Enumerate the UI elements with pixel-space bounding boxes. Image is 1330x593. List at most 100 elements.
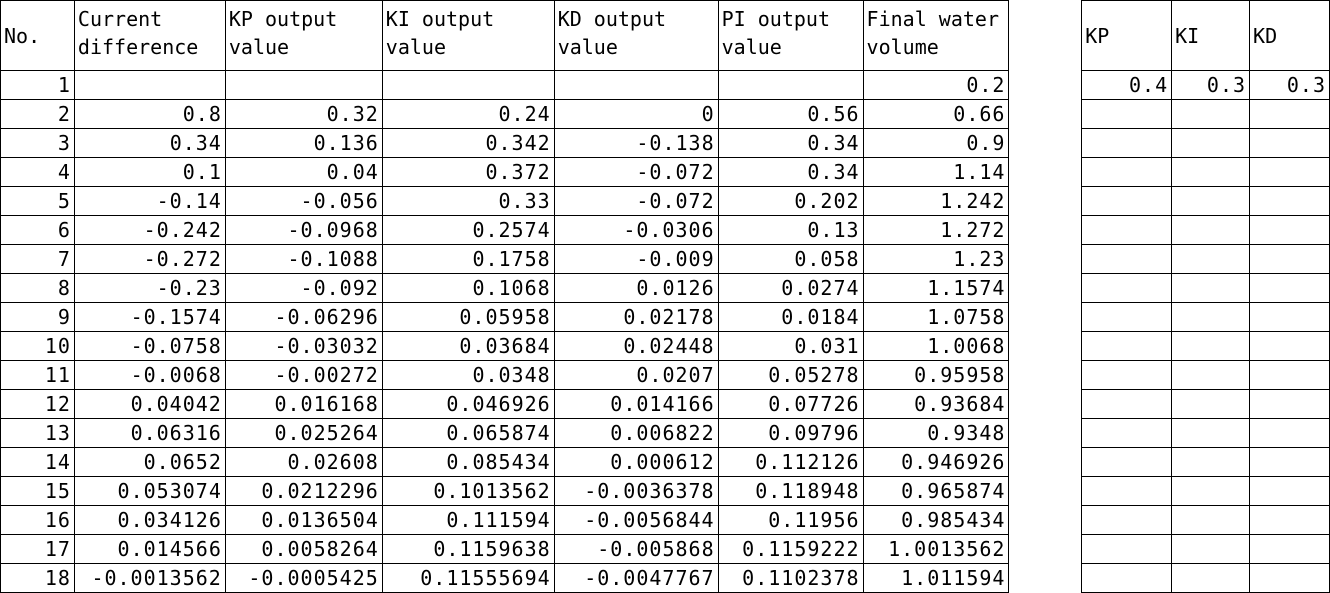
cell-ki-output[interactable]: 0.05958 <box>381 302 555 332</box>
cell-param-ki[interactable] <box>1171 128 1251 158</box>
cell-kd-output[interactable]: -0.072 <box>553 186 719 216</box>
cell-kd-output[interactable]: 0.000612 <box>553 447 719 477</box>
cell-param-kd[interactable] <box>1249 128 1330 158</box>
cell-final-water[interactable]: 0.9348 <box>862 418 1010 448</box>
cell-final-water[interactable]: 0.95958 <box>862 360 1010 390</box>
cell-final-water[interactable]: 1.1574 <box>862 273 1010 303</box>
cell-param-kd[interactable] <box>1249 157 1330 187</box>
cell-current-difference[interactable] <box>73 70 226 100</box>
cell-final-water[interactable]: 1.272 <box>862 215 1010 245</box>
header-kd-output[interactable]: KD output value <box>553 0 719 71</box>
spacer-cell[interactable] <box>1008 157 1083 187</box>
cell-kp-output[interactable]: -0.1088 <box>224 244 383 274</box>
cell-param-kp[interactable] <box>1081 99 1173 129</box>
cell-kd-output[interactable]: -0.0047767 <box>553 563 719 593</box>
cell-param-ki[interactable] <box>1171 215 1251 245</box>
cell-param-ki[interactable] <box>1171 389 1251 419</box>
cell-param-kp[interactable] <box>1081 360 1173 390</box>
cell-row-number[interactable]: 10 <box>0 331 75 361</box>
cell-param-kd[interactable]: 0.3 <box>1249 70 1330 100</box>
cell-row-number[interactable]: 18 <box>0 563 75 593</box>
cell-ki-output[interactable]: 0.11555694 <box>381 563 555 593</box>
spacer-cell[interactable] <box>1008 273 1083 303</box>
cell-ki-output[interactable]: 0.111594 <box>381 505 555 535</box>
cell-row-number[interactable]: 16 <box>0 505 75 535</box>
cell-row-number[interactable]: 3 <box>0 128 75 158</box>
cell-row-number[interactable]: 6 <box>0 215 75 245</box>
header-kp[interactable]: KP <box>1081 0 1173 71</box>
cell-final-water[interactable]: 1.011594 <box>862 563 1010 593</box>
cell-row-number[interactable]: 11 <box>0 360 75 390</box>
cell-param-ki[interactable] <box>1171 563 1251 593</box>
cell-final-water[interactable]: 1.0013562 <box>862 534 1010 564</box>
cell-param-kd[interactable] <box>1249 505 1330 535</box>
cell-param-kp[interactable] <box>1081 534 1173 564</box>
cell-param-kd[interactable] <box>1249 360 1330 390</box>
cell-kp-output[interactable]: 0.32 <box>224 99 383 129</box>
cell-pi-output[interactable]: 0.07726 <box>717 389 864 419</box>
cell-kd-output[interactable]: -0.072 <box>553 157 719 187</box>
cell-current-difference[interactable]: 0.04042 <box>73 389 226 419</box>
cell-current-difference[interactable]: 0.8 <box>73 99 226 129</box>
header-no[interactable]: No. <box>0 0 75 71</box>
cell-pi-output[interactable]: 0.34 <box>717 157 864 187</box>
cell-ki-output[interactable]: 0.33 <box>381 186 555 216</box>
cell-param-ki[interactable] <box>1171 244 1251 274</box>
cell-kp-output[interactable]: 0.0136504 <box>224 505 383 535</box>
cell-current-difference[interactable]: -0.0068 <box>73 360 226 390</box>
cell-pi-output[interactable]: 0.1102378 <box>717 563 864 593</box>
cell-param-kp[interactable] <box>1081 215 1173 245</box>
cell-kp-output[interactable]: -0.056 <box>224 186 383 216</box>
cell-param-kp[interactable] <box>1081 128 1173 158</box>
spacer-cell[interactable] <box>1008 476 1083 506</box>
cell-param-kp[interactable] <box>1081 505 1173 535</box>
cell-ki-output[interactable]: 0.085434 <box>381 447 555 477</box>
cell-kp-output[interactable]: 0.016168 <box>224 389 383 419</box>
cell-current-difference[interactable]: 0.1 <box>73 157 226 187</box>
cell-param-kp[interactable] <box>1081 186 1173 216</box>
cell-current-difference[interactable]: 0.053074 <box>73 476 226 506</box>
header-current-difference[interactable]: Current difference <box>73 0 226 71</box>
cell-final-water[interactable]: 0.965874 <box>862 476 1010 506</box>
cell-pi-output[interactable] <box>717 70 864 100</box>
cell-kd-output[interactable]: -0.0306 <box>553 215 719 245</box>
spacer-cell[interactable] <box>1008 99 1083 129</box>
cell-param-kd[interactable] <box>1249 186 1330 216</box>
cell-pi-output[interactable]: 0.09796 <box>717 418 864 448</box>
cell-param-ki[interactable] <box>1171 302 1251 332</box>
cell-final-water[interactable]: 1.23 <box>862 244 1010 274</box>
cell-pi-output[interactable]: 0.11956 <box>717 505 864 535</box>
cell-current-difference[interactable]: -0.242 <box>73 215 226 245</box>
cell-final-water[interactable]: 0.66 <box>862 99 1010 129</box>
cell-param-kd[interactable] <box>1249 302 1330 332</box>
cell-param-kd[interactable] <box>1249 215 1330 245</box>
cell-ki-output[interactable]: 0.046926 <box>381 389 555 419</box>
spacer-cell[interactable] <box>1008 360 1083 390</box>
cell-param-kd[interactable] <box>1249 273 1330 303</box>
spacer-cell[interactable] <box>1008 331 1083 361</box>
cell-ki-output[interactable] <box>381 70 555 100</box>
cell-current-difference[interactable]: 0.06316 <box>73 418 226 448</box>
cell-kd-output[interactable]: -0.005868 <box>553 534 719 564</box>
cell-final-water[interactable]: 0.9 <box>862 128 1010 158</box>
cell-param-ki[interactable] <box>1171 99 1251 129</box>
cell-final-water[interactable]: 1.14 <box>862 157 1010 187</box>
cell-param-kp[interactable] <box>1081 447 1173 477</box>
spacer-cell[interactable] <box>1008 0 1083 71</box>
cell-pi-output[interactable]: 0.0274 <box>717 273 864 303</box>
spacer-cell[interactable] <box>1008 244 1083 274</box>
cell-kp-output[interactable]: 0.02608 <box>224 447 383 477</box>
cell-param-kp[interactable] <box>1081 273 1173 303</box>
cell-kp-output[interactable]: -0.00272 <box>224 360 383 390</box>
cell-row-number[interactable]: 7 <box>0 244 75 274</box>
cell-kp-output[interactable]: 0.0212296 <box>224 476 383 506</box>
spacer-cell[interactable] <box>1008 534 1083 564</box>
cell-param-ki[interactable] <box>1171 418 1251 448</box>
cell-ki-output[interactable]: 0.1159638 <box>381 534 555 564</box>
cell-pi-output[interactable]: 0.112126 <box>717 447 864 477</box>
cell-row-number[interactable]: 4 <box>0 157 75 187</box>
cell-kp-output[interactable] <box>224 70 383 100</box>
cell-param-kd[interactable] <box>1249 99 1330 129</box>
cell-kd-output[interactable]: 0.014166 <box>553 389 719 419</box>
cell-pi-output[interactable]: 0.031 <box>717 331 864 361</box>
